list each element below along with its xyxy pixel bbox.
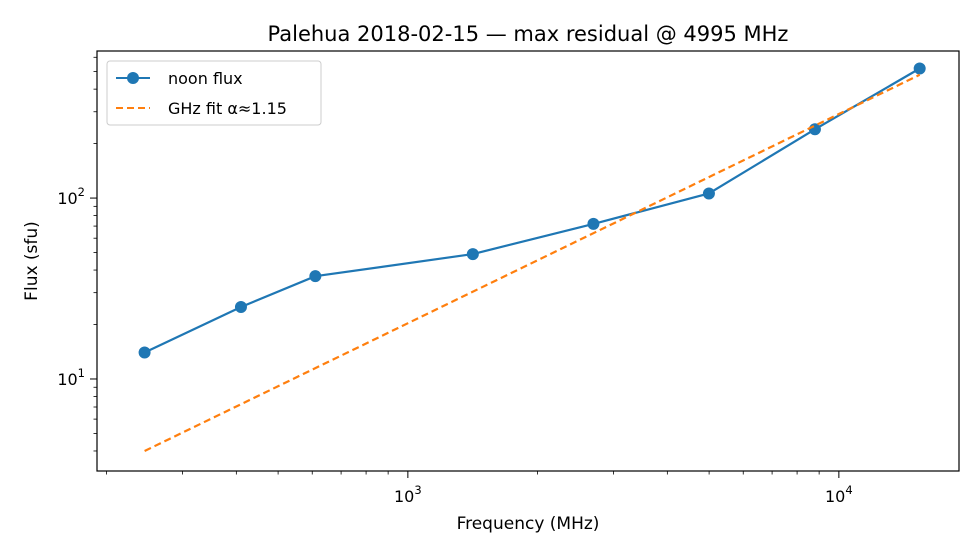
data-point — [808, 123, 821, 136]
series-line-0 — [144, 67, 921, 354]
x-axis-label: Frequency (MHz) — [457, 514, 600, 534]
x-axis: 103 104 — [106, 471, 853, 506]
legend-label-ghz-fit: GHz fit α≈1.15 — [168, 99, 287, 118]
y-tick-label: 102 — [57, 185, 85, 208]
data-point — [702, 187, 715, 200]
x-tick-label: 104 — [825, 483, 853, 506]
data-point — [466, 248, 479, 261]
data-point — [913, 62, 926, 75]
y-axis-label: Flux (sfu) — [22, 221, 42, 301]
legend-marker-noon-flux — [127, 72, 139, 84]
legend: noon flux GHz fit α≈1.15 — [106, 60, 322, 126]
legend-label-noon-flux: noon flux — [168, 69, 243, 88]
y-tick-label: 101 — [57, 366, 85, 389]
x-tick-label: 103 — [394, 483, 422, 506]
axes-frame — [96, 50, 960, 472]
plot-area — [138, 62, 926, 452]
chart-title: Palehua 2018-02-15 — max residual @ 4995… — [268, 22, 789, 46]
y-axis: 101 102 — [57, 56, 97, 452]
data-point — [309, 270, 322, 283]
data-point — [234, 300, 247, 313]
legend-box — [106, 60, 322, 126]
data-point — [138, 346, 151, 359]
series-line-1 — [144, 73, 921, 452]
data-point — [587, 217, 600, 230]
